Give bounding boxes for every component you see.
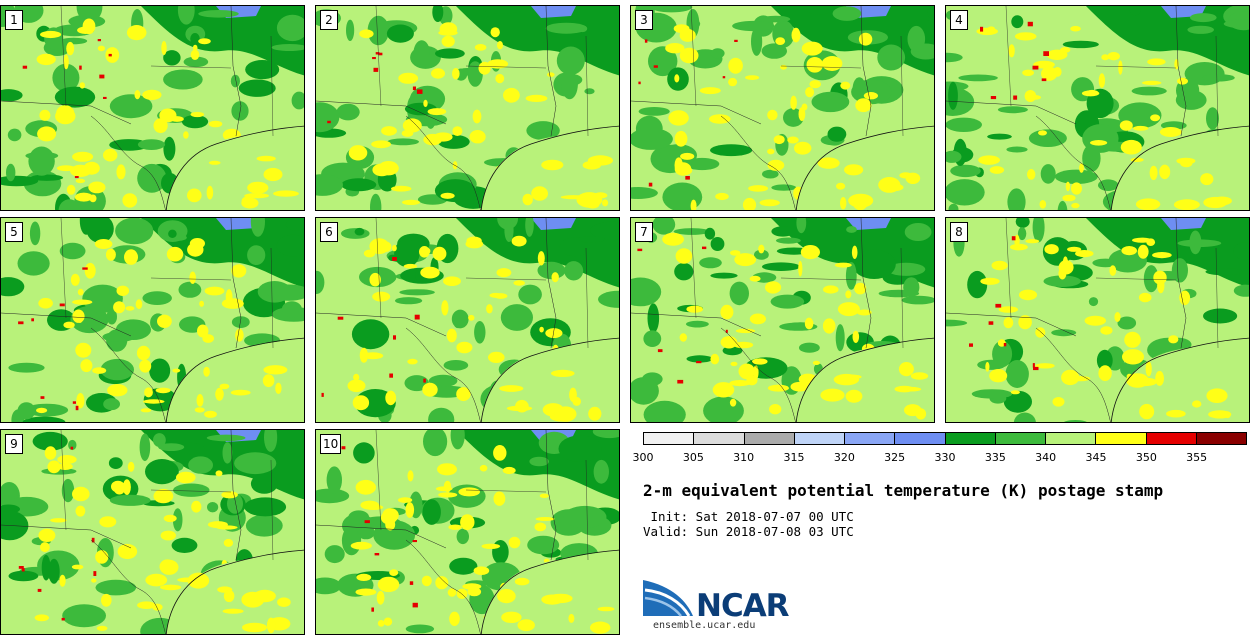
colorbar-tick-label: 350: [1135, 451, 1157, 464]
colorbar-tick-label: 310: [733, 451, 755, 464]
map-image: [631, 218, 934, 422]
plot-title: 2-m equivalent potential temperature (K)…: [643, 481, 1164, 500]
map-panel-4: 4: [945, 5, 1250, 211]
map-image: [316, 6, 619, 210]
colorbar-segment: [995, 433, 1046, 444]
map-image: [946, 6, 1249, 210]
map-panel-1: 1: [0, 5, 305, 211]
colorbar-segment: [1046, 433, 1097, 444]
map-image: [946, 218, 1249, 422]
map-panel-5: 5: [0, 217, 305, 423]
panel-label: 10: [320, 434, 342, 454]
valid-time: Valid: Sun 2018-07-08 03 UTC: [643, 524, 854, 539]
map-image: [1, 218, 304, 422]
colorbar-tick-label: 335: [984, 451, 1006, 464]
colorbar-tick-label: 355: [1186, 451, 1208, 464]
panel-label: 5: [5, 222, 23, 242]
colorbar-segment: [1146, 433, 1197, 444]
panel-label: 7: [635, 222, 653, 242]
colorbar-tick-label: 315: [783, 451, 805, 464]
map-image: [316, 430, 619, 634]
map-image: [316, 218, 619, 422]
panel-label: 4: [950, 10, 968, 30]
colorbar-tick-label: 340: [1035, 451, 1057, 464]
colorbar: [643, 432, 1247, 445]
map-image: [1, 430, 304, 634]
map-panel-7: 7: [630, 217, 935, 423]
map-panel-3: 3: [630, 5, 935, 211]
colorbar-segment: [744, 433, 795, 444]
colorbar-segment: [644, 433, 695, 444]
colorbar-segment: [895, 433, 946, 444]
map-panel-8: 8: [945, 217, 1250, 423]
ncar-logo-icon: [643, 580, 693, 617]
colorbar-tick-label: 320: [833, 451, 855, 464]
map-panel-10: 10: [315, 429, 620, 635]
colorbar-segment: [694, 433, 745, 444]
init-time: Init: Sat 2018-07-07 00 UTC: [643, 509, 854, 524]
map-image: [631, 6, 934, 210]
panel-label: 6: [320, 222, 338, 242]
colorbar-tick-label: 300: [632, 451, 654, 464]
colorbar-tick-label: 325: [884, 451, 906, 464]
colorbar-segment: [1096, 433, 1147, 444]
panel-label: 3: [635, 10, 653, 30]
logo-url: ensemble.ucar.edu: [653, 620, 756, 631]
colorbar-tick-label: 345: [1085, 451, 1107, 464]
colorbar-tick-label: 305: [682, 451, 704, 464]
colorbar-tick-label: 330: [934, 451, 956, 464]
panel-label: 2: [320, 10, 338, 30]
colorbar-segment: [945, 433, 996, 444]
colorbar-segment: [1196, 433, 1246, 444]
panel-label: 9: [5, 434, 23, 454]
map-image: [1, 6, 304, 210]
map-panel-2: 2: [315, 5, 620, 211]
map-panel-9: 9: [0, 429, 305, 635]
colorbar-segment: [794, 433, 845, 444]
map-panel-6: 6: [315, 217, 620, 423]
colorbar-segment: [845, 433, 896, 444]
panel-label: 8: [950, 222, 968, 242]
panel-label: 1: [5, 10, 23, 30]
logo-text: NCAR: [696, 588, 790, 624]
